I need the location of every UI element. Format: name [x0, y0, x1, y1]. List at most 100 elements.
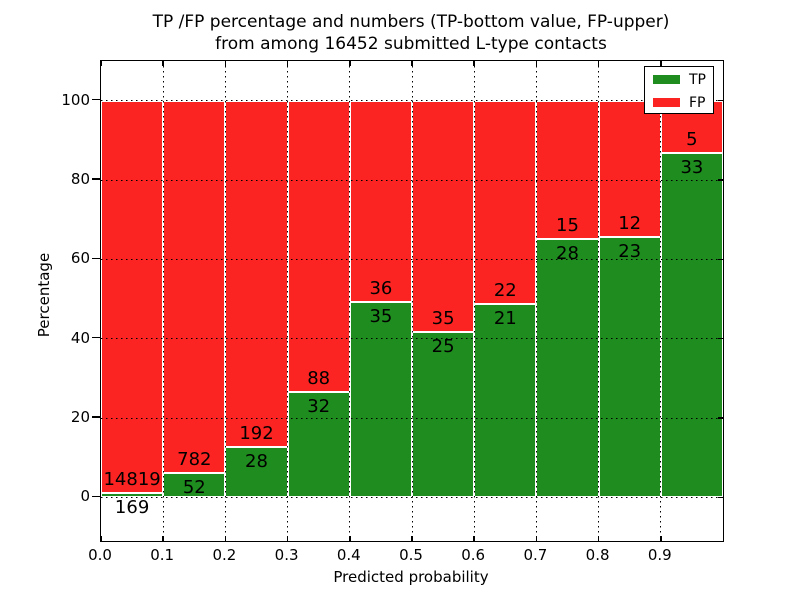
- legend: TP FP: [644, 66, 714, 114]
- bar-segment-tp-8: [598, 236, 661, 498]
- bar-segment-tp-6: [474, 303, 537, 498]
- bar-segment-tp-1: [163, 472, 226, 498]
- bar-segment-tp-5: [412, 332, 475, 498]
- fp-count-label-5: 35: [431, 308, 455, 330]
- v-gridline-0.5: [411, 61, 413, 541]
- bar-segment-fp-3: [287, 100, 350, 392]
- v-gridline-0.1: [162, 61, 164, 541]
- x-tick-label-0.7: 0.7: [523, 546, 548, 564]
- x-tick-top: [535, 61, 538, 66]
- x-tick-label-0.6: 0.6: [461, 546, 486, 564]
- bar-segment-fp-0: [101, 100, 164, 493]
- v-gridline-0.4: [349, 61, 351, 541]
- x-tick-top: [660, 61, 662, 66]
- fp-count-label-1: 782: [177, 448, 212, 470]
- y-tick-right: [718, 417, 723, 419]
- y-tick-label-40: 40: [70, 328, 90, 347]
- fp-count-label-4: 36: [369, 277, 393, 299]
- y-tick-right: [718, 179, 723, 181]
- x-axis-label: Predicted probability: [333, 568, 489, 586]
- tp-count-label-8: 23: [618, 240, 642, 262]
- tp-count-label-3: 32: [307, 395, 331, 417]
- tp-count-label-1: 52: [182, 476, 206, 498]
- bar-segment-tp-3: [287, 391, 350, 498]
- y-tick-right: [718, 496, 723, 499]
- bar-segment-tp-9: [660, 152, 723, 498]
- bar-segment-tp-7: [536, 239, 599, 498]
- x-tick-label-0.3: 0.3: [274, 546, 299, 564]
- fp-count-label-2: 192: [239, 422, 274, 444]
- tp-count-label-4: 35: [369, 305, 393, 327]
- tp-count-label-5: 25: [431, 336, 455, 358]
- y-tick-label-80: 80: [70, 170, 90, 188]
- bar-segment-tp-2: [225, 446, 288, 498]
- v-gridline-0.7: [535, 61, 537, 541]
- fp-count-label-6: 22: [493, 279, 517, 301]
- fp-count-label-9: 5: [686, 128, 698, 150]
- v-gridline-0.8: [598, 61, 600, 541]
- y-tick-left: [92, 98, 100, 101]
- x-tick-label-0.1: 0.1: [150, 546, 175, 564]
- v-gridline-0.6: [473, 61, 475, 541]
- x-tick-bottom: [224, 536, 227, 541]
- tp-count-label-0: 169: [114, 496, 150, 518]
- y-tick-label-0: 0: [80, 487, 90, 506]
- x-tick-top: [224, 61, 227, 66]
- bar-segment-fp-8: [598, 100, 661, 237]
- x-tick-label-0.5: 0.5: [399, 546, 423, 564]
- bar-segment-tp-0: [101, 492, 164, 498]
- x-tick-bottom: [100, 536, 102, 541]
- x-tick-top: [286, 61, 289, 66]
- fp-count-label-3: 88: [307, 367, 331, 389]
- y-tick-left: [92, 257, 100, 260]
- y-tick-left: [92, 495, 100, 498]
- v-gridline-0.2: [224, 61, 226, 541]
- x-tick-top: [411, 61, 413, 66]
- y-axis-label: Percentage: [35, 252, 53, 338]
- chart-title: TP /FP percentage and numbers (TP-bottom…: [100, 11, 722, 55]
- x-tick-bottom: [535, 536, 538, 541]
- y-tick-label-100: 100: [61, 90, 90, 109]
- x-tick-bottom: [162, 536, 164, 541]
- legend-item-fp: FP: [645, 92, 713, 113]
- chart-title-line2: from among 16452 submitted L-type contac…: [215, 34, 607, 54]
- x-tick-label-0.8: 0.8: [585, 546, 610, 564]
- x-tick-top: [162, 61, 164, 66]
- bar-segment-fp-4: [349, 100, 412, 302]
- y-tick-left: [92, 416, 100, 418]
- x-tick-top: [473, 61, 475, 66]
- x-tick-label-0.0: 0.0: [88, 546, 112, 564]
- tp-count-label-2: 28: [245, 450, 268, 472]
- fp-color-swatch: [653, 98, 680, 107]
- x-tick-label-0.2: 0.2: [212, 546, 237, 564]
- tp-count-label-9: 33: [680, 156, 704, 178]
- y-tick-label-60: 60: [70, 249, 90, 268]
- tp-count-label-6: 21: [493, 307, 517, 329]
- x-tick-bottom: [286, 536, 289, 541]
- bar-segment-fp-2: [225, 100, 288, 447]
- x-tick-top: [100, 61, 102, 66]
- x-tick-bottom: [349, 536, 351, 541]
- y-tick-right: [718, 99, 723, 102]
- fp-count-label-8: 12: [618, 212, 642, 234]
- legend-item-tp: TP: [645, 69, 713, 90]
- x-tick-top: [349, 61, 351, 66]
- y-tick-right: [718, 258, 723, 261]
- bar-segment-tp-4: [349, 301, 412, 498]
- x-tick-bottom: [411, 536, 413, 541]
- plot-area: 14819 169 782 52 192 28 88 32 36 35 35 25 22 21 15 28 12…: [100, 60, 724, 542]
- y-tick-right: [718, 337, 723, 340]
- bar-segment-fp-5: [412, 100, 475, 333]
- x-tick-bottom: [597, 536, 600, 541]
- x-tick-bottom: [660, 536, 662, 541]
- x-tick-label-0.4: 0.4: [336, 546, 361, 564]
- tp-color-swatch: [653, 75, 680, 84]
- bar-segment-fp-7: [536, 100, 599, 240]
- x-tick-top: [597, 61, 600, 66]
- y-tick-left: [92, 336, 100, 339]
- bar-segment-fp-6: [474, 100, 537, 304]
- v-gridline-0.9: [660, 61, 662, 541]
- tp-count-label-7: 28: [556, 243, 579, 265]
- v-gridline-0.3: [287, 61, 289, 541]
